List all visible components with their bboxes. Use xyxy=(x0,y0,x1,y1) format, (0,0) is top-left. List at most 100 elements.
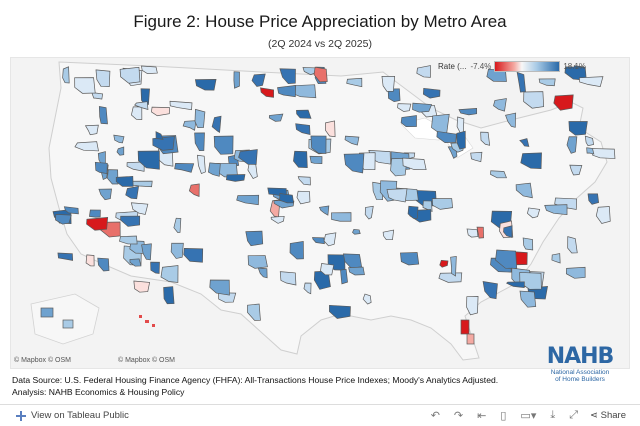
metro-area-shape[interactable] xyxy=(439,259,449,268)
metro-area-shape[interactable] xyxy=(578,76,604,87)
metro-area-shape[interactable] xyxy=(438,272,463,283)
metro-map-canvas[interactable] xyxy=(11,58,630,369)
metro-area-shape[interactable] xyxy=(62,319,74,329)
metro-area-shape[interactable] xyxy=(270,215,285,224)
metro-area-shape[interactable] xyxy=(397,103,412,112)
metro-area-shape[interactable] xyxy=(436,131,457,143)
metro-area-shape[interactable] xyxy=(98,106,108,125)
download-icon[interactable]: ⤓ xyxy=(550,409,556,421)
metro-area-shape[interactable] xyxy=(279,193,295,204)
map-attribution-left[interactable]: © Mapbox © OSM xyxy=(14,357,71,364)
metro-area-shape[interactable] xyxy=(213,135,234,155)
metro-area-shape[interactable] xyxy=(277,85,297,98)
metro-area-shape[interactable] xyxy=(129,258,142,267)
metro-area-shape[interactable] xyxy=(352,228,361,235)
metro-area-shape[interactable] xyxy=(344,135,360,146)
metro-area-shape[interactable] xyxy=(519,272,542,290)
metro-area-shape[interactable] xyxy=(554,197,577,210)
metro-area-shape[interactable] xyxy=(233,71,240,89)
metro-area-shape[interactable] xyxy=(476,226,484,239)
color-legend[interactable]: Rate (... -7.4% 18.1% xyxy=(438,59,586,73)
map-attribution-right[interactable]: © Mapbox © OSM xyxy=(118,357,175,364)
metro-area-shape[interactable] xyxy=(94,161,108,175)
metro-area-shape[interactable] xyxy=(450,256,457,277)
metro-area-shape[interactable] xyxy=(587,193,600,205)
metro-area-shape[interactable] xyxy=(346,77,363,88)
metro-area-shape[interactable] xyxy=(134,101,149,110)
metro-area-shape[interactable] xyxy=(188,183,200,197)
metro-area-shape[interactable] xyxy=(482,281,498,300)
metro-area-shape[interactable] xyxy=(495,249,518,269)
metro-area-shape[interactable] xyxy=(412,102,433,113)
metro-area-shape[interactable] xyxy=(522,237,534,251)
metro-area-shape[interactable] xyxy=(74,141,99,152)
metro-area-shape[interactable] xyxy=(515,182,533,199)
metro-area-shape[interactable] xyxy=(160,265,179,283)
view-on-tableau-link[interactable]: View on Tableau Public xyxy=(16,410,129,421)
metro-area-shape[interactable] xyxy=(257,267,268,279)
metro-area-shape[interactable] xyxy=(402,157,427,171)
metro-area-shape[interactable] xyxy=(115,175,134,187)
metro-map[interactable] xyxy=(10,57,630,369)
metro-area-shape[interactable] xyxy=(113,134,125,144)
metro-area-shape[interactable] xyxy=(137,150,160,170)
metro-area-shape[interactable] xyxy=(466,228,479,238)
metro-area-shape[interactable] xyxy=(520,152,542,170)
metro-area-shape[interactable] xyxy=(40,307,54,318)
metro-area-shape[interactable] xyxy=(197,154,206,174)
metro-area-shape[interactable] xyxy=(247,303,261,321)
metro-area-shape[interactable] xyxy=(567,236,578,254)
metro-area-shape[interactable] xyxy=(422,87,441,99)
metro-area-shape[interactable] xyxy=(247,255,268,269)
metro-area-shape[interactable] xyxy=(416,65,431,78)
metro-area-shape[interactable] xyxy=(527,207,541,219)
metro-area-shape[interactable] xyxy=(194,108,206,129)
metro-area-shape[interactable] xyxy=(320,263,335,276)
metro-area-shape[interactable] xyxy=(55,214,72,225)
metro-area-shape[interactable] xyxy=(296,190,311,205)
metro-area-shape[interactable] xyxy=(98,188,112,201)
metro-area-shape[interactable] xyxy=(565,266,586,279)
undo-icon[interactable]: ↶ xyxy=(430,410,440,422)
metro-area-shape[interactable] xyxy=(310,135,327,154)
metro-area-shape[interactable] xyxy=(362,293,372,305)
metro-area-shape[interactable] xyxy=(595,206,611,224)
metro-area-shape[interactable] xyxy=(566,136,578,154)
metro-area-shape[interactable] xyxy=(141,65,158,74)
metro-area-shape[interactable] xyxy=(251,73,266,87)
metro-area-shape[interactable] xyxy=(84,124,99,136)
metro-area-shape[interactable] xyxy=(116,146,125,156)
metro-area-shape[interactable] xyxy=(130,202,149,215)
metro-area-shape[interactable] xyxy=(268,113,284,122)
metro-area-shape[interactable] xyxy=(211,115,222,133)
fullscreen-icon[interactable]: ⤢ xyxy=(569,409,579,421)
metro-area-shape[interactable] xyxy=(85,254,95,267)
metro-area-shape[interactable] xyxy=(331,212,352,222)
metro-area-shape[interactable] xyxy=(194,78,217,91)
metro-area-shape[interactable] xyxy=(97,257,110,272)
metro-area-shape[interactable] xyxy=(386,188,408,203)
metro-area-shape[interactable] xyxy=(155,131,164,140)
metro-area-shape[interactable] xyxy=(466,296,479,316)
metro-area-shape[interactable] xyxy=(458,107,478,116)
metro-area-shape[interactable] xyxy=(569,164,583,176)
metro-area-shape[interactable] xyxy=(295,123,311,136)
pause-icon[interactable]: ▯ xyxy=(500,410,507,422)
metro-area-shape[interactable] xyxy=(456,130,466,150)
metro-area-shape[interactable] xyxy=(62,66,70,84)
redo-icon[interactable]: ↷ xyxy=(453,410,464,422)
metro-area-shape[interactable] xyxy=(296,109,312,119)
metro-area-shape[interactable] xyxy=(400,252,420,266)
metro-area-shape[interactable] xyxy=(431,198,453,210)
metro-area-shape[interactable] xyxy=(493,98,507,112)
metro-area-shape[interactable] xyxy=(152,135,175,151)
revert-icon[interactable]: ⇤ xyxy=(477,410,487,422)
metro-area-shape[interactable] xyxy=(125,185,140,200)
device-preview-icon[interactable]: ▭▾ xyxy=(520,410,537,422)
metro-area-shape[interactable] xyxy=(225,174,246,182)
metro-area-shape[interactable] xyxy=(279,68,296,85)
metro-area-shape[interactable] xyxy=(407,205,419,219)
metro-area-shape[interactable] xyxy=(329,304,351,319)
metro-area-shape[interactable] xyxy=(400,115,417,127)
metro-area-shape[interactable] xyxy=(309,155,323,164)
